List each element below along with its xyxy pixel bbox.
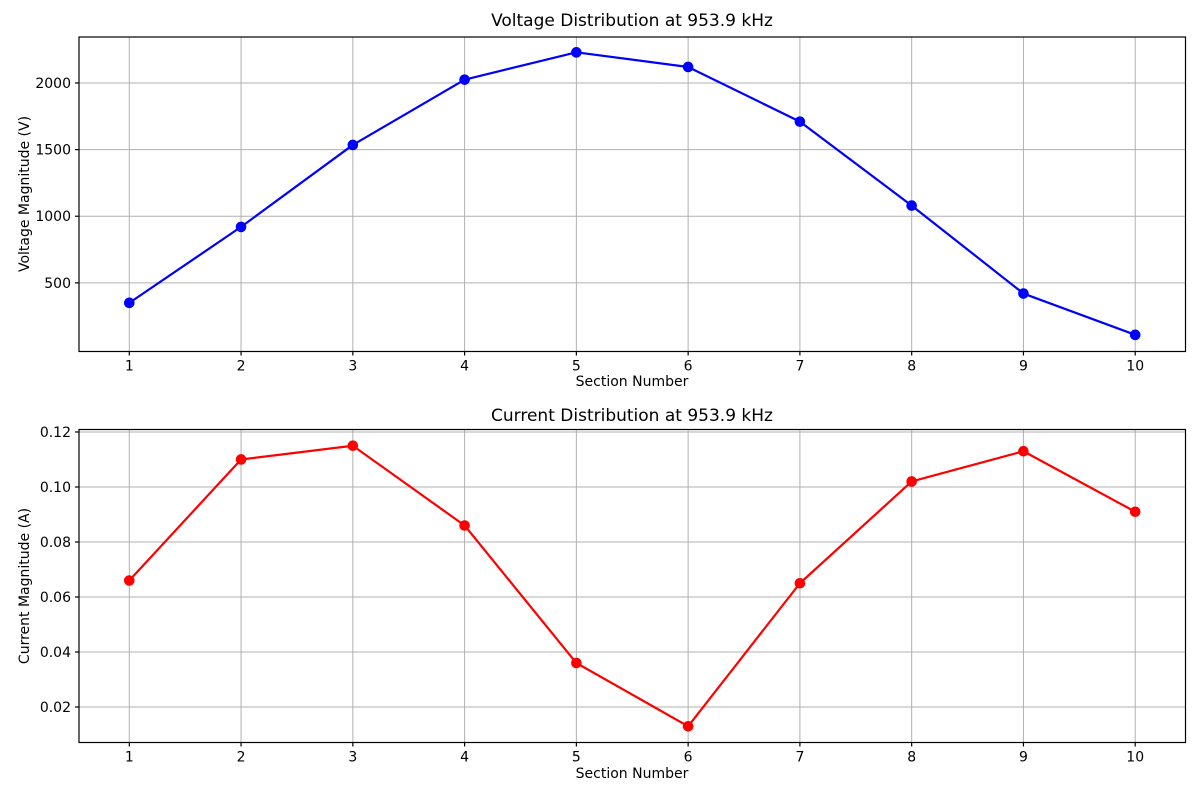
- y-tick-label: 1000: [35, 209, 71, 225]
- x-tick-label: 1: [125, 359, 134, 375]
- y-tick-label: 2000: [35, 76, 71, 92]
- x-tick-label: 8: [907, 750, 916, 766]
- x-tick-label: 6: [684, 359, 693, 375]
- x-tick-label: 3: [348, 750, 357, 766]
- axes-box: [78, 428, 1187, 744]
- current-point: [235, 454, 247, 465]
- voltage-yaxis-label: Voltage Magnitude (V): [17, 115, 33, 273]
- gridlines: [79, 37, 1186, 352]
- x-tick-label: 8: [907, 359, 916, 375]
- voltage-chart-title: Voltage Distribution at 953.9 kHz: [491, 11, 773, 31]
- y-tick-label: 0.04: [40, 645, 71, 661]
- voltage-point: [123, 297, 135, 309]
- voltage-point: [459, 74, 470, 85]
- y-tick-label: 0.06: [40, 590, 71, 606]
- voltage-point: [347, 139, 359, 151]
- gridlines: [79, 429, 1186, 743]
- voltage-point: [906, 200, 917, 211]
- current-point: [906, 476, 917, 487]
- y-tick-label: 0.02: [40, 700, 71, 716]
- x-tick-label: 10: [1126, 750, 1144, 766]
- current-point: [123, 575, 135, 586]
- y-tick-label: 0.12: [40, 425, 71, 441]
- x-tick-label: 9: [1019, 750, 1028, 766]
- x-tick-label: 4: [460, 750, 469, 766]
- x-tick-label: 3: [348, 359, 357, 375]
- current-xaxis-label: Section Number: [575, 766, 689, 782]
- current-chart-title: Current Distribution at 953.9 kHz: [491, 406, 773, 426]
- current-yaxis-label: Current Magnitude (A): [17, 507, 33, 665]
- current-markers: [123, 440, 1141, 732]
- y-tick-label: 500: [44, 276, 71, 292]
- x-tick-label: 6: [684, 750, 693, 766]
- current-point: [459, 520, 470, 531]
- x-tick-label: 5: [572, 750, 581, 766]
- current-line: [128, 444, 1136, 728]
- voltage-point: [1129, 329, 1141, 341]
- voltage-point: [1018, 288, 1029, 299]
- y-tick-label: 1500: [35, 143, 71, 159]
- axes-box: [78, 36, 1187, 353]
- current-point: [1018, 445, 1029, 457]
- current-point: [571, 657, 582, 669]
- current-point: [347, 440, 359, 452]
- voltage-point: [682, 61, 694, 73]
- x-tick-label: 4: [460, 359, 469, 375]
- y-tick-label: 0.08: [40, 535, 71, 551]
- current-point: [682, 720, 694, 732]
- voltage-point: [794, 116, 806, 127]
- tick-labels: 1 2 3 4 5 6 7 8 9 10 0.02 0.04 0.06 0.08 0.10 0.12: [40, 425, 1144, 766]
- x-tick-label: 5: [572, 359, 581, 375]
- voltage-line: [128, 51, 1136, 336]
- x-tick-label: 9: [1019, 359, 1028, 375]
- y-tick-label: 0.10: [40, 480, 71, 496]
- x-tick-label: 10: [1126, 359, 1144, 375]
- voltage-markers: [123, 47, 1141, 341]
- voltage-point: [571, 47, 582, 58]
- x-tick-label: 7: [795, 750, 804, 766]
- voltage-point: [235, 221, 247, 233]
- voltage-xaxis-label: Section Number: [575, 374, 689, 390]
- x-tick-label: 1: [125, 750, 134, 766]
- tick-labels: 1 2 3 4 5 6 7 8 9 10 500 1000 1500 2000: [35, 76, 1144, 375]
- x-tick-label: 2: [237, 750, 246, 766]
- current-point: [794, 577, 806, 589]
- subplot-1: 1 2 3 4 5 6 7 8 9 10 0.02 0.04 0.06 0.08 0.10 0.12: [40, 425, 1187, 766]
- current-point: [1129, 506, 1141, 518]
- x-tick-label: 2: [237, 359, 246, 375]
- subplot-0: 1 2 3 4 5 6 7 8 9 10 500 1000 1500 2000: [35, 36, 1187, 375]
- x-tick-label: 7: [795, 359, 804, 375]
